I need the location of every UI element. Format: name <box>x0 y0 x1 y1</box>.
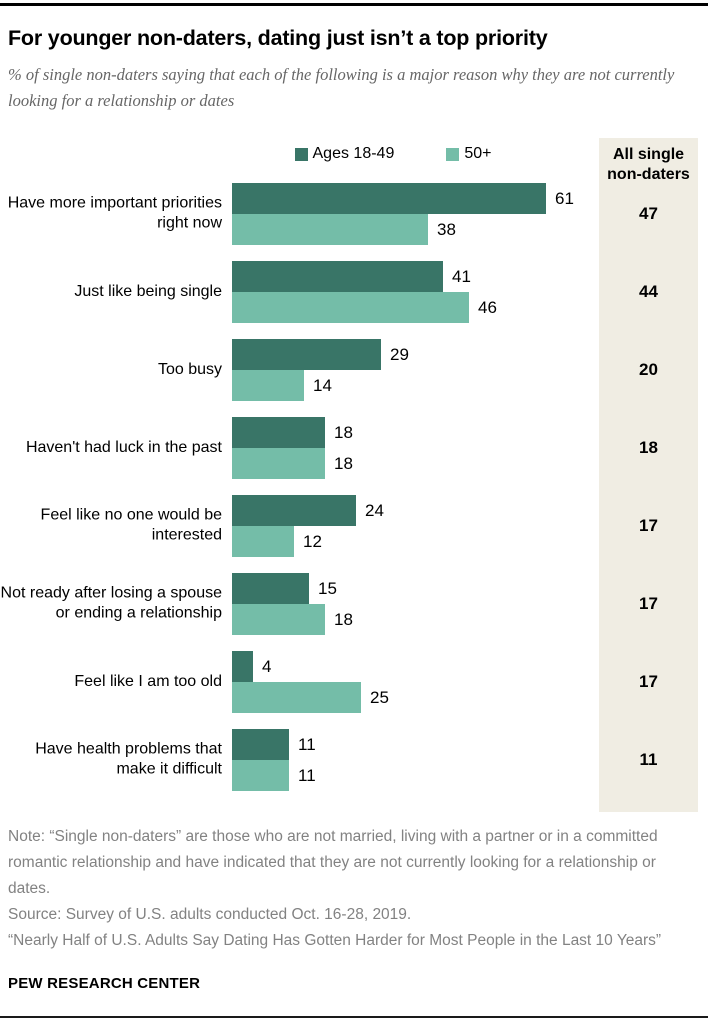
bar-ages-18-49 <box>232 261 443 292</box>
bar-value-ages-18-49: 24 <box>365 500 384 520</box>
bar-value-ages-18-49: 41 <box>452 266 471 286</box>
chart-subtitle: % of single non-daters saying that each … <box>8 65 675 111</box>
all-non-daters-value: 20 <box>639 360 658 379</box>
bar-value-ages-18-49: 11 <box>298 734 316 754</box>
top-rule <box>0 3 708 6</box>
bar-value-50-plus: 18 <box>334 453 353 473</box>
bar-ages-18-49 <box>232 339 381 370</box>
category-label: Have health problems that make it diffic… <box>35 740 222 778</box>
bar-ages-18-49 <box>232 495 356 526</box>
bar-value-50-plus: 46 <box>478 297 497 317</box>
bar-value-50-plus: 25 <box>370 687 389 707</box>
bar-50-plus <box>232 604 325 635</box>
bottom-rule <box>0 1016 708 1018</box>
category-label: Too busy <box>157 360 222 378</box>
bar-50-plus <box>232 292 469 323</box>
bar-value-50-plus: 38 <box>437 219 456 239</box>
bar-value-50-plus: 14 <box>313 375 332 395</box>
bar-value-ages-18-49: 18 <box>334 422 353 442</box>
notes: Note: “Single non-daters” are those who … <box>8 824 702 954</box>
bar-50-plus <box>232 370 304 401</box>
bar-value-50-plus: 18 <box>334 609 353 629</box>
category-label: Just like being single <box>74 282 222 300</box>
category-label: Not ready after losing a spouse or endin… <box>0 584 222 622</box>
source-text: Source: Survey of U.S. adults conducted … <box>8 906 412 923</box>
legend-item-ages-18-49: Ages 18-49 <box>294 145 395 163</box>
all-non-daters-value: 17 <box>639 594 658 613</box>
bar-value-50-plus: 11 <box>298 765 316 785</box>
legend-swatch-50-plus <box>446 147 460 161</box>
bar-value-50-plus: 12 <box>303 531 322 551</box>
bar-50-plus <box>232 214 428 245</box>
all-non-daters-value: 17 <box>639 516 658 535</box>
note-text: Note: “Single non-daters” are those who … <box>8 828 658 897</box>
legend-label-ages-18-49: Ages 18-49 <box>312 145 395 162</box>
category-label: Feel like I am too old <box>74 672 222 690</box>
legend-swatch-ages-18-49 <box>294 147 308 161</box>
category-label: Feel like no one would be interested <box>40 506 222 544</box>
brand-pew-research-center: PEW RESEARCH CENTER <box>8 975 201 992</box>
bar-50-plus <box>232 526 294 557</box>
all-non-daters-value: 18 <box>639 438 658 457</box>
bar-value-ages-18-49: 15 <box>318 578 337 598</box>
category-label: Have more important priorities right now <box>7 194 222 232</box>
all-non-daters-value: 17 <box>639 672 658 691</box>
all-non-daters-value: 44 <box>639 282 658 301</box>
all-single-column-header: All single non-daters <box>607 146 690 183</box>
bar-value-ages-18-49: 4 <box>262 656 272 676</box>
bar-value-ages-18-49: 29 <box>390 344 409 364</box>
bar-ages-18-49 <box>232 651 253 682</box>
chart-title: For younger non-daters, dating just isn’… <box>8 26 548 50</box>
bar-ages-18-49 <box>232 417 325 448</box>
bar-50-plus <box>232 760 289 791</box>
chart-legend: Ages 18-49 50+ <box>228 145 558 163</box>
all-single-column: All single non-daters 47 44 20 18 17 17 17 11 <box>599 138 698 812</box>
all-non-daters-value: 11 <box>639 750 658 769</box>
all-non-daters-value: 47 <box>639 204 658 223</box>
bar-ages-18-49 <box>232 729 289 760</box>
bar-50-plus <box>232 448 325 479</box>
legend-label-50-plus: 50+ <box>464 145 492 162</box>
legend-item-50-plus: 50+ <box>446 145 491 163</box>
category-label: Haven't had luck in the past <box>25 438 222 456</box>
bar-50-plus <box>232 682 361 713</box>
report-title: “Nearly Half of U.S. Adults Say Dating H… <box>8 932 662 949</box>
bar-ages-18-49 <box>232 183 546 214</box>
bar-value-ages-18-49: 61 <box>555 188 574 208</box>
bar-ages-18-49 <box>232 573 309 604</box>
bar-chart: All single non-daters 47 44 20 18 17 17 17 11 A… <box>0 138 708 812</box>
